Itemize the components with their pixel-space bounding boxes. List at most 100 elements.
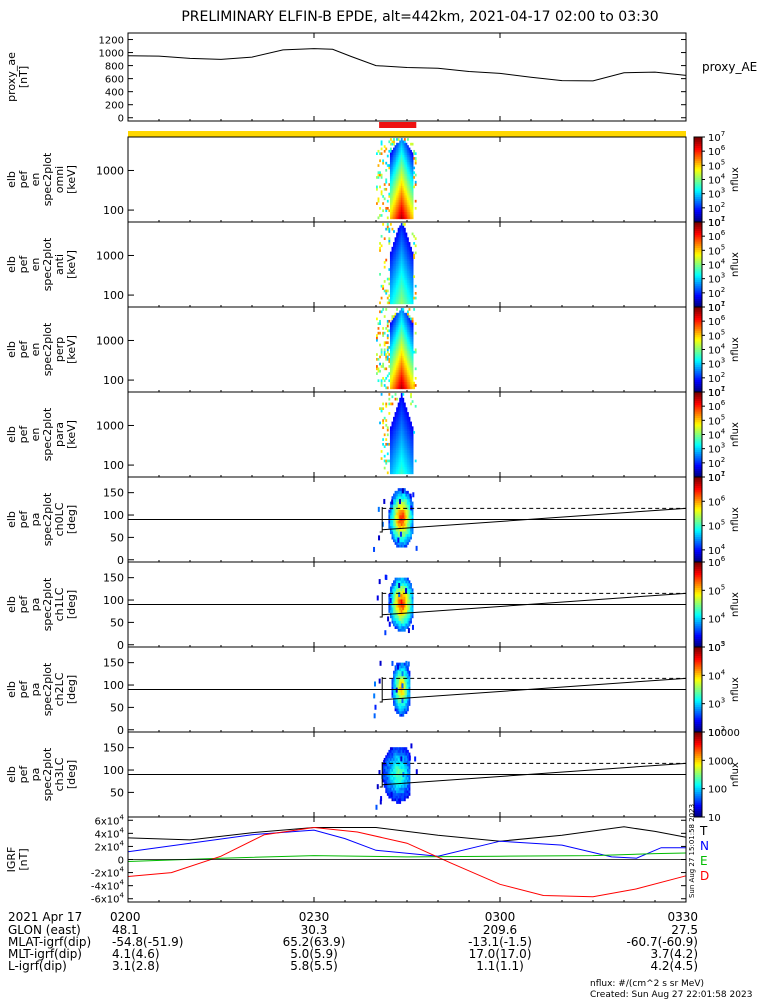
pa_ch2-noise	[401, 683, 404, 689]
pa_ch1-cell	[407, 612, 409, 616]
pa_ch2-cell	[400, 678, 403, 682]
pa_ch0-cell	[400, 541, 403, 545]
pa_ch0-cbar-cell	[694, 519, 702, 523]
en_para-cell	[386, 426, 389, 430]
en_omni-cell	[377, 216, 380, 220]
pa_ch3-cbar-cell	[694, 795, 702, 799]
en_anti-cell	[405, 251, 408, 255]
en_omni-cell	[410, 157, 412, 160]
en_anti-cell	[399, 284, 402, 288]
pa_ch0-cell	[410, 512, 412, 516]
en_perp-cell	[399, 331, 402, 335]
en_omni-cell	[402, 209, 405, 213]
pa_ch0-noise	[381, 521, 384, 527]
en_para-cell	[402, 431, 405, 434]
en_omni-cell	[394, 173, 397, 177]
en_omni-cell	[403, 206, 406, 210]
en_omni-cell	[400, 185, 403, 189]
en_para-cell	[402, 461, 405, 465]
pa_ch2-cell	[400, 665, 403, 669]
pa_ch3-cell	[405, 747, 408, 751]
en_para-cell	[399, 421, 402, 425]
en_perp-cell	[394, 355, 397, 359]
pa_ch0-cell	[399, 541, 402, 545]
en_perp-cell	[386, 319, 389, 323]
pa_ch1-cbar-cell	[694, 562, 702, 565]
en_perp-cell	[405, 346, 408, 349]
pa_ch1-cell	[394, 580, 397, 584]
en_anti-cell	[386, 225, 389, 229]
en_perp-cbar-label-3: 103	[708, 357, 725, 371]
en_perp-cell	[391, 315, 394, 318]
en_omni-cell	[411, 159, 414, 163]
pa_ch1-cell	[407, 588, 409, 592]
en_anti-cell	[407, 246, 409, 250]
pa_ch2-cell	[393, 681, 395, 685]
en_para-cell	[410, 469, 412, 472]
en_para-cell	[388, 459, 391, 463]
en_omni-cell	[389, 149, 392, 153]
pa_ch2-cell	[402, 662, 405, 666]
en_anti-cell	[408, 256, 411, 260]
en_anti-cell	[394, 244, 397, 248]
en_omni-cell	[391, 176, 394, 179]
en_perp-cell	[383, 315, 386, 318]
en_para-cell	[405, 469, 408, 472]
en_perp-cell	[394, 336, 397, 340]
en_perp-cell	[400, 353, 403, 356]
pa_ch3-cell	[388, 782, 391, 786]
en_anti-cell	[407, 265, 409, 269]
pa_ch3-cell	[385, 757, 388, 761]
pa_ch1-cell	[405, 577, 408, 581]
pa_ch2-cell	[391, 684, 394, 688]
en_perp-cell	[393, 381, 395, 385]
pa_ch1-ytick-label-2: 100	[103, 594, 124, 607]
en_omni-cell	[408, 204, 411, 208]
en_anti-cell	[393, 256, 395, 260]
en_anti-cell	[399, 244, 402, 248]
en_anti-cbar-cell	[694, 264, 702, 268]
pa_ch3-cell	[405, 768, 408, 772]
pa_ch0-noise	[409, 493, 412, 499]
pa_ch2-cell	[405, 665, 408, 669]
en_anti-cbar-cell	[694, 247, 702, 251]
en_para-cell	[394, 461, 397, 465]
pa_ch3-cbar-cell	[694, 774, 702, 778]
pa_ch3-cell	[403, 749, 406, 753]
en_perp-cell	[393, 353, 395, 356]
pa_ch0-cbar-cell	[694, 555, 702, 559]
pa_ch3-cell	[393, 749, 395, 753]
en_perp-cell	[385, 327, 388, 330]
en_omni-cell	[400, 214, 403, 217]
en_omni-cell	[397, 145, 400, 148]
en_perp-cell	[396, 331, 398, 335]
en_anti-cell	[396, 256, 398, 260]
en_anti-cell	[407, 263, 409, 267]
pa_ch2-ytick-label-1: 50	[110, 701, 124, 714]
en_omni-cell	[400, 178, 403, 182]
en_perp-cell	[386, 334, 389, 337]
en_para-cbar-cell	[694, 438, 702, 442]
en_perp-cell	[410, 334, 412, 337]
en_para-cell	[402, 419, 405, 422]
en_perp-cell	[411, 336, 414, 340]
pa_ch0-cell	[389, 504, 392, 508]
pa_ch3-cell	[393, 771, 395, 775]
pa_ch0-cell	[393, 525, 395, 529]
pa_ch2-cell	[407, 676, 409, 680]
en_para-cell	[386, 471, 389, 475]
pa_ch1-cell	[400, 604, 403, 608]
pa_ch1-cbar-cell	[694, 572, 702, 576]
pa_ch0-cell	[389, 525, 392, 529]
pa_ch3-cell	[389, 747, 392, 751]
en_anti-cell	[411, 275, 414, 279]
en_perp-cell	[402, 374, 405, 378]
pa_ch2-cell	[402, 676, 405, 680]
pa_ch3-cell	[402, 747, 405, 751]
en_para-cell	[394, 423, 397, 427]
en_para-cell	[385, 442, 388, 446]
en_anti-cell	[403, 272, 406, 276]
en_para-cell	[411, 454, 414, 458]
en_anti-cell	[405, 237, 408, 241]
en_perp-cell	[389, 384, 392, 387]
